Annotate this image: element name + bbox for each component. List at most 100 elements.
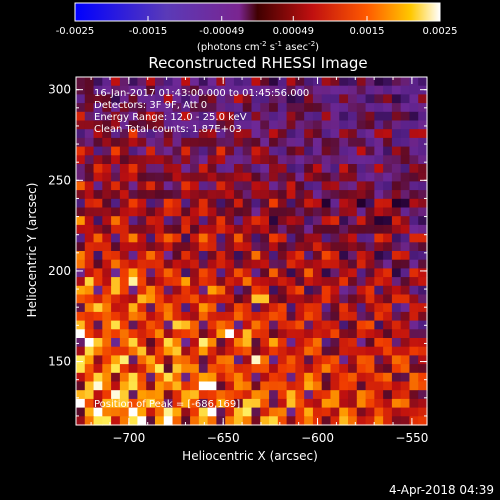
heatmap-cell <box>304 181 314 191</box>
y-tick-label: 200 <box>48 264 71 278</box>
heatmap-cell <box>295 146 305 156</box>
heatmap-cell <box>286 172 296 182</box>
heatmap-cell <box>365 94 375 104</box>
heatmap-cell <box>137 172 147 182</box>
heatmap-cell <box>190 233 200 243</box>
heatmap-cell <box>260 259 270 269</box>
heatmap-cell <box>128 268 139 278</box>
heatmap-cell <box>251 77 261 87</box>
heatmap-cell <box>409 146 419 156</box>
heatmap-cell <box>260 372 270 383</box>
heatmap-cell <box>409 416 419 426</box>
heatmap-cell <box>137 137 147 148</box>
heatmap-cell <box>321 111 332 122</box>
heatmap-cell <box>304 251 314 261</box>
heatmap-cell <box>304 137 314 148</box>
heatmap-cell <box>216 129 226 139</box>
heatmap-cell <box>102 268 112 278</box>
heatmap-cell <box>146 390 156 400</box>
heatmap-cell <box>242 285 253 296</box>
heatmap-cell <box>119 407 130 417</box>
heatmap-cell <box>163 407 174 417</box>
heatmap-cell <box>374 311 384 322</box>
heatmap-cell <box>330 285 340 296</box>
heatmap-cell <box>286 416 296 426</box>
heatmap-cell <box>225 190 235 200</box>
heatmap-cell <box>286 346 296 356</box>
heatmap-cell <box>93 311 103 322</box>
heatmap-cell <box>391 407 402 417</box>
heatmap-cell <box>207 346 217 356</box>
heatmap-cell <box>409 338 419 348</box>
heatmap-cell <box>102 285 112 296</box>
heatmap-cell <box>181 103 191 113</box>
heatmap-cell <box>312 155 323 165</box>
heatmap-cell <box>286 85 296 95</box>
heatmap-cell <box>277 242 288 252</box>
heatmap-cell <box>216 381 226 391</box>
heatmap-cell <box>391 398 402 409</box>
heatmap-cell <box>356 381 367 391</box>
heatmap-cell <box>216 311 226 322</box>
heatmap-cell <box>391 329 402 339</box>
heatmap-cell <box>418 224 428 235</box>
heatmap-cell <box>365 381 375 391</box>
heatmap-cell <box>260 137 270 148</box>
heatmap-cell <box>383 407 393 417</box>
heatmap-cell <box>181 277 191 287</box>
heatmap-cell <box>383 285 393 296</box>
heatmap-cell <box>374 224 384 235</box>
heatmap-cell <box>383 146 393 156</box>
heatmap-cell <box>242 355 253 365</box>
heatmap-cell <box>400 311 411 322</box>
heatmap-cell <box>418 242 428 252</box>
heatmap-cell <box>146 329 156 339</box>
heatmap-cell <box>233 77 244 87</box>
heatmap-cell <box>277 407 288 417</box>
heatmap-cell <box>119 190 130 200</box>
heatmap-cell <box>295 381 305 391</box>
heatmap-cell <box>391 355 402 365</box>
heatmap-cell <box>409 277 419 287</box>
heatmap-cell <box>233 355 244 365</box>
heatmap-cell <box>321 381 332 391</box>
heatmap-cell <box>233 320 244 330</box>
heatmap-cell <box>269 103 279 113</box>
heatmap-cell <box>391 94 402 104</box>
heatmap-cell <box>216 85 226 95</box>
heatmap-cell <box>225 259 235 269</box>
heatmap-cell <box>242 207 253 217</box>
heatmap-cell <box>128 190 139 200</box>
heatmap-cell <box>374 268 384 278</box>
heatmap-cell <box>172 311 182 322</box>
heatmap-cell <box>111 277 121 287</box>
heatmap-cell <box>225 207 235 217</box>
heatmap-cell <box>93 416 103 426</box>
heatmap-cell <box>295 303 305 313</box>
heatmap-cell <box>198 364 209 374</box>
heatmap-cell <box>356 129 367 139</box>
heatmap-cell <box>128 94 139 104</box>
heatmap-cell <box>260 120 270 130</box>
heatmap-cell <box>365 285 375 296</box>
heatmap-cell <box>286 216 296 226</box>
heatmap-cell <box>418 390 428 400</box>
heatmap-cell <box>102 390 112 400</box>
heatmap-cell <box>330 355 340 365</box>
heatmap-cell <box>181 190 191 200</box>
heatmap-cell <box>339 85 349 95</box>
heatmap-cell <box>418 155 428 165</box>
heatmap-cell <box>111 198 121 209</box>
heatmap-cell <box>137 338 147 348</box>
heatmap-cell <box>409 111 419 122</box>
heatmap-cell <box>84 416 95 426</box>
heatmap-cell <box>216 111 226 122</box>
heatmap-cell <box>242 198 253 209</box>
heatmap-cell <box>190 103 200 113</box>
heatmap-cell <box>312 224 323 235</box>
heatmap-cell <box>277 381 288 391</box>
heatmap-cell <box>111 207 121 217</box>
heatmap-cell <box>111 242 121 252</box>
heatmap-cell <box>339 164 349 174</box>
heatmap-cell <box>190 181 200 191</box>
